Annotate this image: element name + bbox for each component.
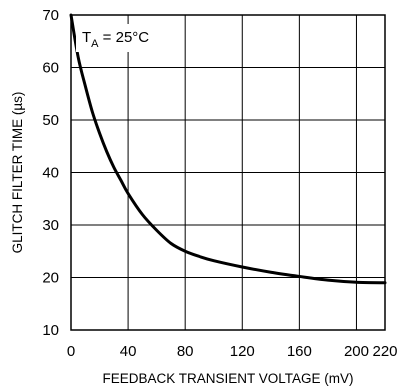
x-tick-labels: 0 40 80 120 160 200 220 — [67, 343, 398, 360]
y-tick-label-1: 20 — [42, 270, 59, 287]
curves — [69, 13, 387, 285]
temperature-annotation: TA = 25°C — [82, 29, 149, 50]
annotation-prefix: T — [82, 29, 91, 46]
y-tick-label-0: 10 — [42, 322, 59, 339]
annotation-background — [76, 24, 174, 52]
x-tick-label-2: 80 — [177, 343, 194, 360]
y-tick-label-6: 70 — [42, 7, 59, 24]
plot-frame — [70, 14, 386, 331]
annotation-subscript: A — [91, 38, 99, 50]
x-tick-label-4: 160 — [287, 343, 312, 360]
x-axis-label: FEEDBACK TRANSIENT VOLTAGE (mV) — [102, 371, 353, 386]
x-tick-label-5: 200 — [344, 343, 369, 360]
x-tick-label-0: 0 — [67, 343, 75, 360]
y-tick-label-2: 30 — [42, 217, 59, 234]
y-tick-label-4: 50 — [42, 112, 59, 129]
x-tick-label-1: 40 — [120, 343, 137, 360]
x-tick-label-6: 220 — [372, 343, 397, 360]
y-tick-label-5: 60 — [42, 60, 59, 77]
y-tick-label-3: 40 — [42, 165, 59, 182]
series-line-0 — [69, 13, 387, 285]
annotation-suffix: = 25°C — [99, 29, 150, 46]
y-tick-labels: 10 20 30 40 50 60 70 — [42, 7, 59, 339]
x-tick-label-3: 120 — [230, 343, 255, 360]
y-axis-label: GLITCH FILTER TIME (µs) — [10, 92, 25, 254]
